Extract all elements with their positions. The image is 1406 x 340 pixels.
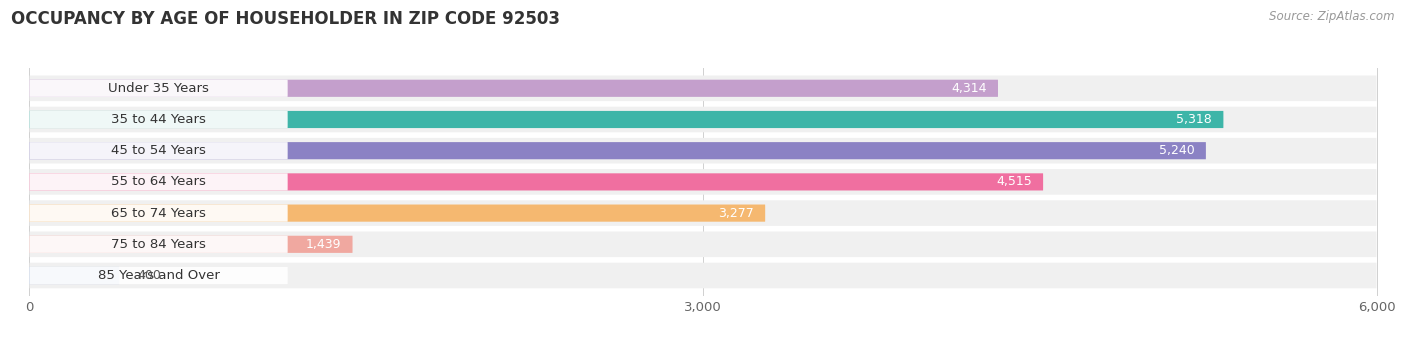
Text: 400: 400 bbox=[138, 269, 162, 282]
Text: OCCUPANCY BY AGE OF HOUSEHOLDER IN ZIP CODE 92503: OCCUPANCY BY AGE OF HOUSEHOLDER IN ZIP C… bbox=[11, 10, 560, 28]
FancyBboxPatch shape bbox=[30, 263, 1376, 288]
FancyBboxPatch shape bbox=[30, 75, 1376, 101]
FancyBboxPatch shape bbox=[30, 267, 288, 284]
FancyBboxPatch shape bbox=[30, 138, 1376, 164]
FancyBboxPatch shape bbox=[30, 267, 120, 284]
FancyBboxPatch shape bbox=[30, 173, 288, 190]
Text: 5,240: 5,240 bbox=[1159, 144, 1195, 157]
FancyBboxPatch shape bbox=[30, 173, 1043, 190]
FancyBboxPatch shape bbox=[30, 80, 998, 97]
FancyBboxPatch shape bbox=[30, 142, 288, 159]
Text: 65 to 74 Years: 65 to 74 Years bbox=[111, 207, 207, 220]
FancyBboxPatch shape bbox=[30, 107, 1376, 132]
Text: 3,277: 3,277 bbox=[718, 207, 754, 220]
FancyBboxPatch shape bbox=[30, 205, 765, 222]
Text: Under 35 Years: Under 35 Years bbox=[108, 82, 209, 95]
Text: 4,314: 4,314 bbox=[952, 82, 987, 95]
FancyBboxPatch shape bbox=[30, 142, 1206, 159]
Text: 55 to 64 Years: 55 to 64 Years bbox=[111, 175, 207, 188]
Text: 85 Years and Over: 85 Years and Over bbox=[97, 269, 219, 282]
Text: 45 to 54 Years: 45 to 54 Years bbox=[111, 144, 207, 157]
Text: 4,515: 4,515 bbox=[997, 175, 1032, 188]
FancyBboxPatch shape bbox=[30, 205, 288, 222]
Text: 1,439: 1,439 bbox=[307, 238, 342, 251]
Text: 75 to 84 Years: 75 to 84 Years bbox=[111, 238, 207, 251]
Text: 35 to 44 Years: 35 to 44 Years bbox=[111, 113, 207, 126]
FancyBboxPatch shape bbox=[30, 236, 288, 253]
FancyBboxPatch shape bbox=[30, 236, 353, 253]
FancyBboxPatch shape bbox=[30, 80, 288, 97]
Text: Source: ZipAtlas.com: Source: ZipAtlas.com bbox=[1270, 10, 1395, 23]
Text: 5,318: 5,318 bbox=[1177, 113, 1212, 126]
FancyBboxPatch shape bbox=[30, 169, 1376, 195]
FancyBboxPatch shape bbox=[30, 200, 1376, 226]
FancyBboxPatch shape bbox=[30, 232, 1376, 257]
FancyBboxPatch shape bbox=[30, 111, 288, 128]
FancyBboxPatch shape bbox=[30, 111, 1223, 128]
